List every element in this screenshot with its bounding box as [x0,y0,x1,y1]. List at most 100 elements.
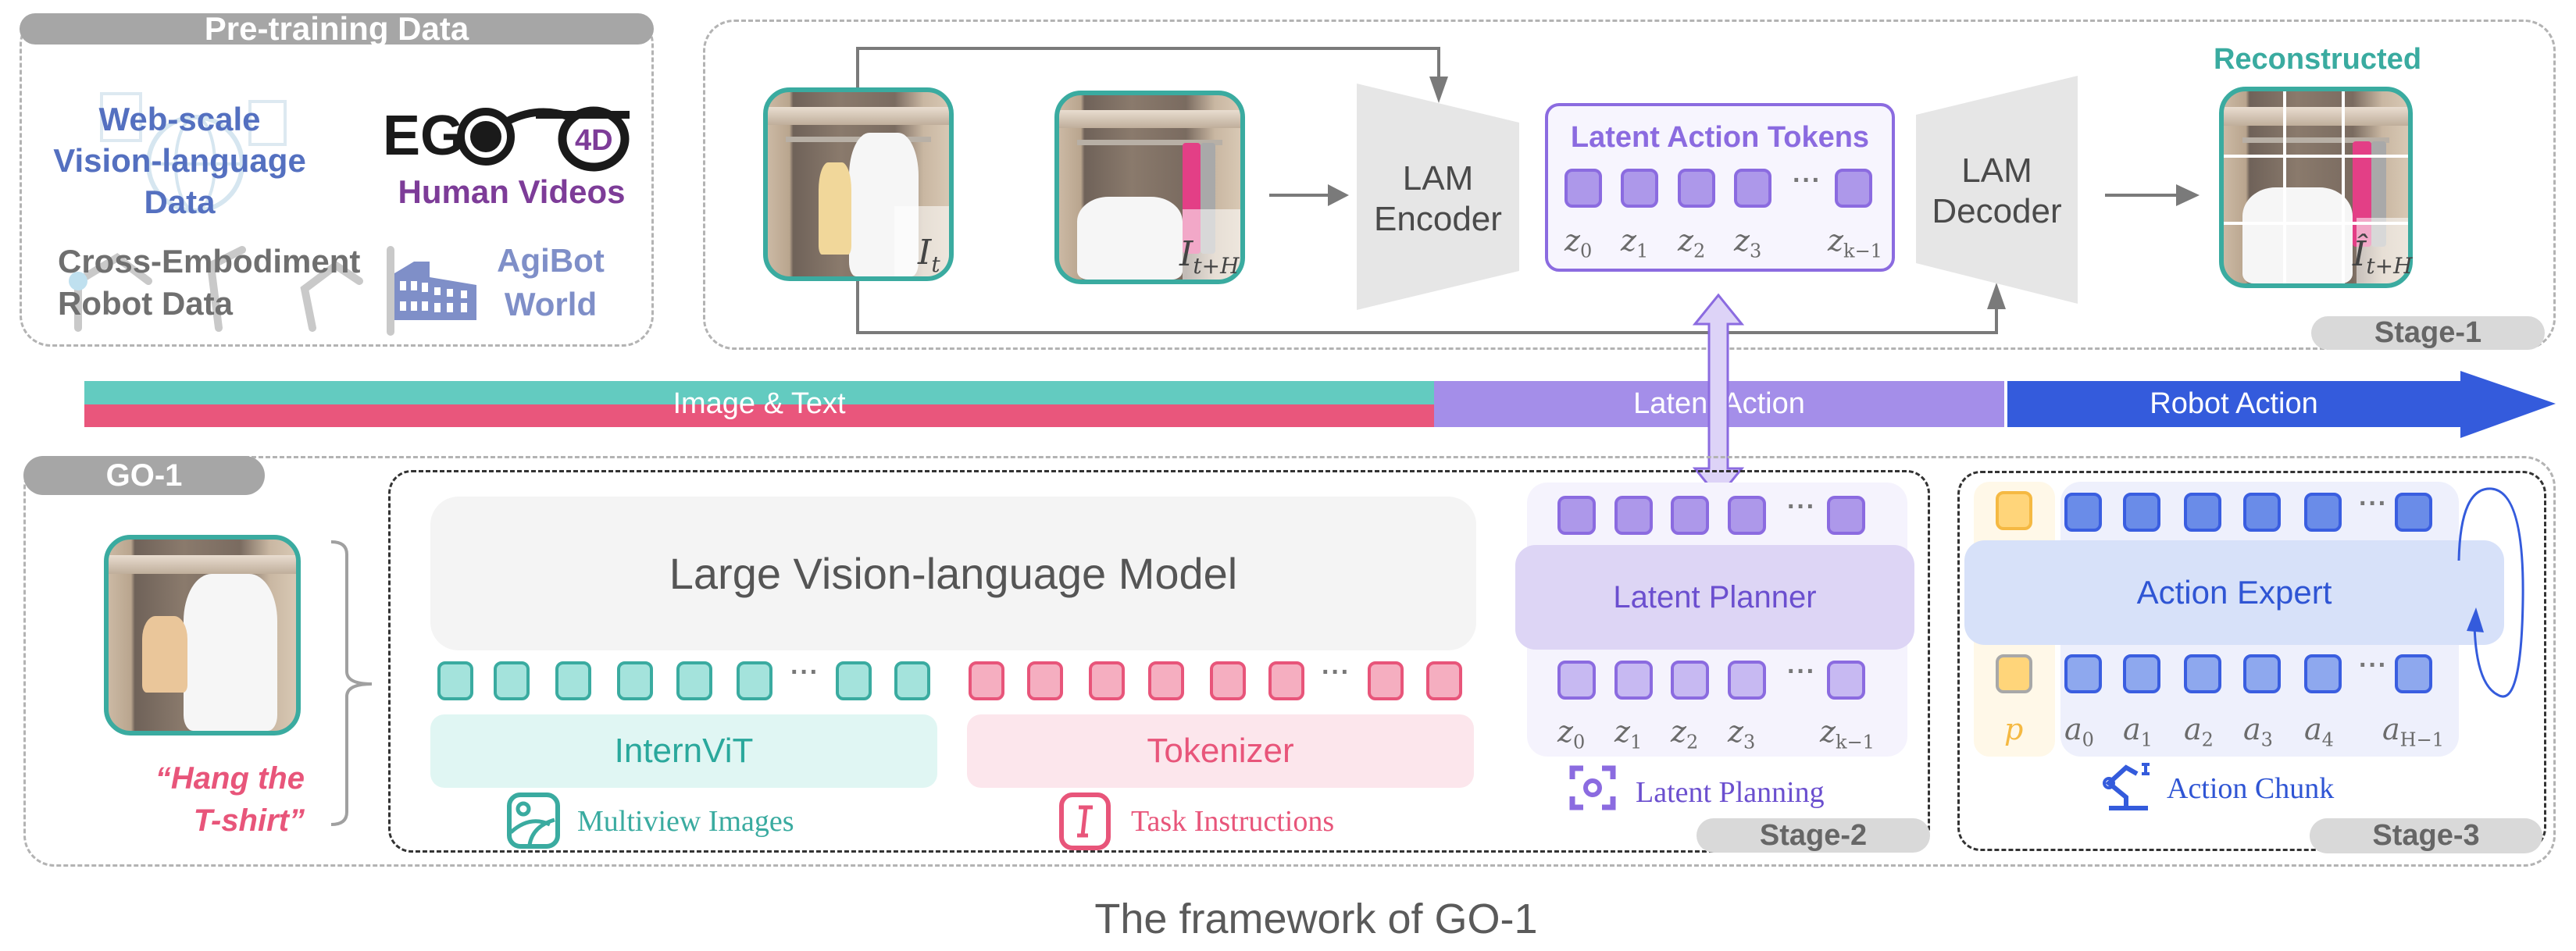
latent-action-token [1678,169,1715,208]
svg-text:4D: 4D [575,124,613,157]
vision-token [437,661,473,700]
proprio-output-token [1996,491,2032,530]
pretraining-title: Pre-training Data [204,10,469,47]
vision-token [676,661,712,700]
internvit-block: InternViT [430,714,937,788]
action-noisy-token [2304,654,2342,693]
latent-action-token [1734,169,1771,208]
reconstructed-label: Ît+H [2353,234,2413,279]
instruction-text: “Hang the T-shirt” [86,757,305,842]
latent-planning-label: Latent Planning [1636,776,1825,809]
skip-connector-bottom [856,281,1998,334]
action-noisy-token [2064,654,2102,693]
latent-plan-label: z3 [1728,714,1756,753]
stage1-panel [703,20,2556,350]
latent-action-token [1621,169,1658,208]
ellipsis: ··· [1787,657,1816,686]
stage2-panel [388,470,1930,853]
human-videos-label: Human Videos [398,173,626,210]
latent-action-token [1835,169,1872,208]
text-token [969,661,1004,700]
tokenizer-label: Tokenizer [1147,732,1294,770]
stage1-connectors [856,47,2200,334]
ellipsis: ··· [1787,492,1816,522]
vlm-label: Large Vision-language Model [669,549,1238,598]
reconstructed-title: Reconstructed [2213,43,2422,76]
arrow-to-encoder [1328,184,1349,206]
latent-token-label: z2 [1678,223,1706,262]
latent-plan-label: z0 [1557,714,1586,753]
latent-output-token [1728,496,1766,535]
arrowhead-up [1987,283,2006,309]
action-label: aH−1 [2382,712,2444,751]
action-noisy-token [2123,654,2160,693]
action-label: a1 [2123,712,2153,751]
colosseum-icon [394,262,476,320]
image-current-frame [763,87,954,281]
lam-encoder-shape [1357,84,1519,310]
stage3-label: Stage-3 [2372,819,2480,852]
text-token [1426,661,1462,700]
latent-output-token [1671,496,1709,535]
action-output-token [2304,493,2342,532]
latent-action-token [1565,169,1602,208]
flow-label-image-text: Image & Text [673,387,846,420]
stage3-badge: Stage-3 [2310,818,2542,853]
stage2-badge: Stage-2 [1697,818,1930,853]
observation-image [104,535,301,736]
encoder-line-2: Encoder [1374,200,1502,238]
vision-token [494,661,530,700]
ego4d-logo: EG 4D [383,105,630,172]
robot-arms-icon [69,246,394,336]
agibot-world-label: AgiBot World [484,239,617,326]
action-output-token [2064,493,2102,532]
latent-output-token [1827,496,1865,535]
skip-connector-top [856,47,1440,87]
input-bracket [330,540,373,826]
flow-label-robot-action: Robot Action [2150,387,2318,420]
lam-decoder-shape [1916,76,2078,304]
proprio-label: p [2004,712,2024,746]
latent-query-token [1827,661,1865,700]
image-current-label: It [918,233,940,277]
vision-token [555,661,591,700]
latent-output-token [1557,496,1596,535]
figure-caption: The framework of GO-1 [1094,896,1538,942]
go1-panel [23,456,2556,867]
cross-embodiment-label: Cross-Embodiment Robot Data [58,240,360,325]
latent-planning-icon [1569,765,1616,810]
latent-plan-label: zk−1 [1820,714,1875,753]
reconstructed-image [2219,87,2413,288]
cross-line-1: Cross-Embodiment [58,243,361,280]
ellipsis: ··· [1322,657,1350,687]
task-instructions-label: Task Instructions [1131,805,1335,838]
action-output-token [2243,493,2281,532]
action-expert-block: Action Expert [1964,540,2504,645]
image-future-frame [1054,91,1245,284]
latent-plan-label: z2 [1671,714,1699,753]
latent-query-token [1728,661,1766,700]
web-line-3: Data [144,183,216,220]
stage3-panel [1957,471,2546,851]
latent-output-token [1614,496,1653,535]
vision-token [894,661,930,700]
action-noisy-token [2243,654,2281,693]
action-noisy-token [2395,654,2432,693]
vlm-block: Large Vision-language Model [430,497,1476,650]
tokenizer-block: Tokenizer [967,714,1474,788]
flow-segment-image-text-top [84,381,1434,404]
action-output-token [2395,493,2432,532]
stage1-badge: Stage-1 [2311,316,2545,350]
action-noisy-token [2184,654,2221,693]
multiview-images-icon [507,792,560,849]
lam-encoder: LAM Encoder [1357,141,1519,258]
stage1-label: Stage-1 [2374,316,2482,349]
latent-token-label: z0 [1565,223,1593,262]
latent-query-token [1614,661,1653,700]
text-token [1027,661,1063,700]
arrow-to-reconstructed [2176,184,2200,206]
flow-segment-robot-action [2007,371,2556,438]
go1-header: GO-1 [23,456,265,495]
action-output-token [2184,493,2221,532]
go1-title: GO-1 [105,458,183,493]
